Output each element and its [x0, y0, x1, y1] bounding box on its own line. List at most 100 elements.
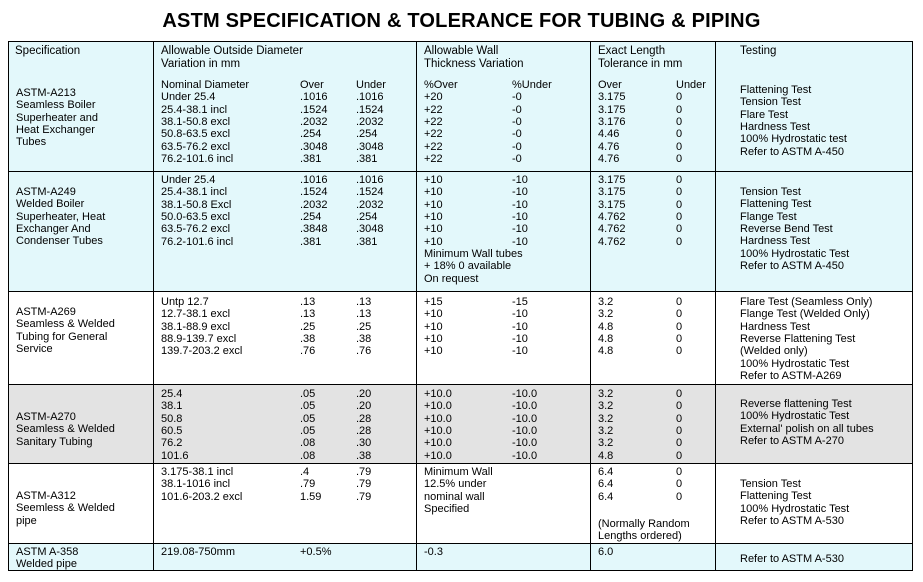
length-under-value: 0: [676, 332, 683, 345]
specification-text: ASTM-A213: [16, 87, 76, 99]
length-under-value: 0: [676, 140, 683, 153]
od-over-value: .381: [300, 235, 322, 248]
wall-under-value: -10.0: [512, 437, 538, 450]
length-under-value: 0: [676, 490, 683, 503]
od-over-value: 1.59: [300, 490, 322, 503]
length-under-value: 0: [676, 152, 683, 165]
od-under-value: .1016: [356, 174, 384, 186]
od-under-value: .3048: [356, 140, 384, 153]
diameter-range: 88.9-139.7 excl: [161, 332, 237, 345]
length-under-value: 0: [676, 412, 683, 425]
diameter-range: 38.1: [161, 400, 183, 413]
od-over-value: .1016: [300, 174, 328, 186]
length-under-value: 0: [676, 186, 683, 199]
od-over-value: .4: [300, 466, 310, 478]
length-over-value: 3.2: [598, 296, 614, 308]
length-over-value: 3.2: [598, 424, 614, 437]
diameter-range: 50.0-63.5 excl: [161, 210, 231, 223]
length-under-value: 0: [676, 437, 683, 450]
length-under-value: 0: [676, 223, 683, 236]
diameter-range: Nominal Diameter: [161, 79, 250, 91]
diameter-range: 60.5: [161, 424, 183, 437]
wall-note: Minimum Wall: [424, 466, 493, 478]
specification-text: ASTM-A270: [16, 411, 76, 423]
wall-under-value: -0: [512, 115, 522, 128]
length-over-value: 4.8: [598, 449, 614, 462]
testing-item: Flattening Test: [740, 198, 812, 211]
diameter-range: 63.5-76.2 excl: [161, 140, 231, 153]
testing-item: 100% Hydrostatic Test: [740, 357, 850, 370]
length-over-value: 3.175: [598, 186, 626, 199]
diameter-range: 139.7-203.2 excl: [161, 345, 243, 358]
length-over-value: 4.76: [598, 140, 620, 153]
length-under-value: 0: [676, 466, 683, 478]
od-under-value: .20: [356, 400, 372, 413]
testing-item: Tension Test: [740, 478, 801, 490]
table-header: Specification Allowable Outside Diameter…: [9, 42, 912, 74]
wall-over-value: +22: [424, 128, 443, 141]
od-under-value: .38: [356, 332, 372, 345]
diameter-range: 38.1-50.8 excl: [161, 115, 231, 128]
specification-text: ASTM-A269: [16, 306, 76, 318]
wall-over-value: +10: [424, 332, 443, 345]
length-over-value: 4.762: [598, 210, 626, 223]
wall-under-value: -10.0: [512, 388, 538, 400]
length-over-value: 3.175: [598, 91, 626, 104]
column-divider: [590, 42, 591, 570]
specification-text: Service: [16, 342, 53, 355]
length-over-value: 4.76: [598, 152, 620, 165]
header-wall-1: Allowable Wall: [424, 45, 499, 57]
od-over-value: .05: [300, 400, 316, 413]
testing-item: Reverse Bend Test: [740, 222, 833, 235]
od-under-value: .28: [356, 412, 372, 425]
wall-note: On request: [424, 272, 479, 285]
wall-note: + 18% 0 available: [424, 260, 512, 273]
od-over-value: .08: [300, 437, 316, 450]
od-over-value: .1524: [300, 103, 328, 116]
wall-under-value: -0: [512, 91, 522, 104]
od-under-value: .2032: [356, 115, 384, 128]
specification-text: Heat Exchanger: [16, 123, 95, 136]
wall-under-value: -10: [512, 332, 528, 345]
specification-text: ASTM-A249: [16, 186, 76, 198]
testing-item: Refer to ASTM A-530: [740, 553, 844, 565]
length-over-value: 3.176: [598, 115, 626, 128]
specification-text: Exchanger And: [16, 222, 91, 235]
diameter-range: 12.7-38.1 excl: [161, 308, 231, 321]
length-over-value: 3.2: [598, 400, 614, 413]
specification-text: Superheater and: [16, 111, 98, 124]
testing-item: Hardness Test: [740, 120, 811, 133]
header-testing: Testing: [740, 45, 777, 57]
specification-text: Welded Boiler: [16, 198, 85, 211]
specification-text: Condenser Tubes: [16, 235, 103, 248]
testing-item: 100% Hydrostatic Test: [740, 502, 850, 515]
testing-item: Flange Test: [740, 210, 797, 223]
specification-text: Welded pipe: [16, 558, 77, 571]
length-under-value: 0: [676, 400, 683, 413]
column-divider: [715, 42, 716, 570]
length-under-value: 0: [676, 424, 683, 437]
length-over-value: 4.46: [598, 128, 620, 141]
od-over-value: .25: [300, 320, 316, 333]
testing-item: Refer to ASTM-A269: [740, 369, 842, 382]
wall-over-value: +10.0: [424, 437, 452, 450]
wall-over-value: +10: [424, 210, 443, 223]
length-under-value: 0: [676, 115, 683, 128]
length-over-value: 3.2: [598, 437, 614, 450]
column-divider: [153, 42, 154, 570]
wall-over-value: -0.3: [424, 546, 443, 558]
wall-over-value: +22: [424, 152, 443, 165]
testing-item: Refer to ASTM A-530: [740, 514, 844, 527]
testing-item: Flare Test: [740, 108, 789, 121]
od-under-value: .79: [356, 478, 372, 491]
diameter-range: 101.6: [161, 449, 189, 462]
header-length-1: Exact Length: [598, 45, 666, 57]
od-under-value: .13: [356, 296, 372, 308]
od-under-value: .1016: [356, 91, 384, 104]
od-over-value: .13: [300, 308, 316, 321]
wall-over-value: +10: [424, 320, 443, 333]
testing-item: Refer to ASTM A-450: [740, 259, 844, 272]
wall-over-value: +10: [424, 174, 443, 186]
diameter-range: 25.4-38.1 incl: [161, 103, 228, 116]
od-under-value: .381: [356, 152, 378, 165]
